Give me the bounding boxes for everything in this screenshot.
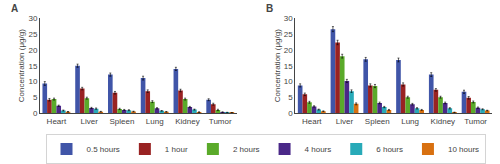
svg-text:4 hours: 4 hours [305,145,332,154]
svg-text:Spleen: Spleen [109,117,134,126]
svg-text:10 hours: 10 hours [448,145,479,154]
svg-text:20: 20 [284,46,293,55]
svg-text:Lung: Lung [401,117,419,126]
svg-text:Tumor: Tumor [209,117,232,126]
svg-text:30: 30 [284,14,293,23]
svg-text:5: 5 [288,93,293,102]
svg-text:0: 0 [288,109,293,118]
svg-text:Heart: Heart [47,117,67,126]
svg-text:Spleen: Spleen [365,117,390,126]
svg-text:B: B [266,3,273,14]
svg-text:Liver: Liver [336,117,354,126]
svg-text:10: 10 [284,77,293,86]
svg-text:30: 30 [28,14,37,23]
svg-text:Lung: Lung [146,117,164,126]
svg-text:25: 25 [28,30,37,39]
svg-text:15: 15 [28,61,37,70]
svg-text:10: 10 [28,77,37,86]
svg-text:6 hours: 6 hours [376,145,403,154]
svg-text:Concentration (μg/g): Concentration (μg/g) [17,29,26,102]
svg-text:20: 20 [28,46,37,55]
svg-text:Tumor: Tumor [464,117,487,126]
svg-text:15: 15 [284,61,293,70]
svg-text:Heart: Heart [302,117,322,126]
svg-text:Kidney: Kidney [175,117,199,126]
svg-text:1 hour: 1 hour [165,145,188,154]
svg-text:2 hours: 2 hours [233,145,260,154]
svg-text:0: 0 [33,109,38,118]
svg-text:5: 5 [33,93,38,102]
svg-text:Liver: Liver [80,117,98,126]
svg-text:Kidney: Kidney [431,117,455,126]
svg-text:25: 25 [284,30,293,39]
svg-text:A: A [11,3,18,14]
svg-text:Concentration (μg/g): Concentration (μg/g) [273,29,282,102]
svg-text:0.5 hours: 0.5 hours [87,145,120,154]
